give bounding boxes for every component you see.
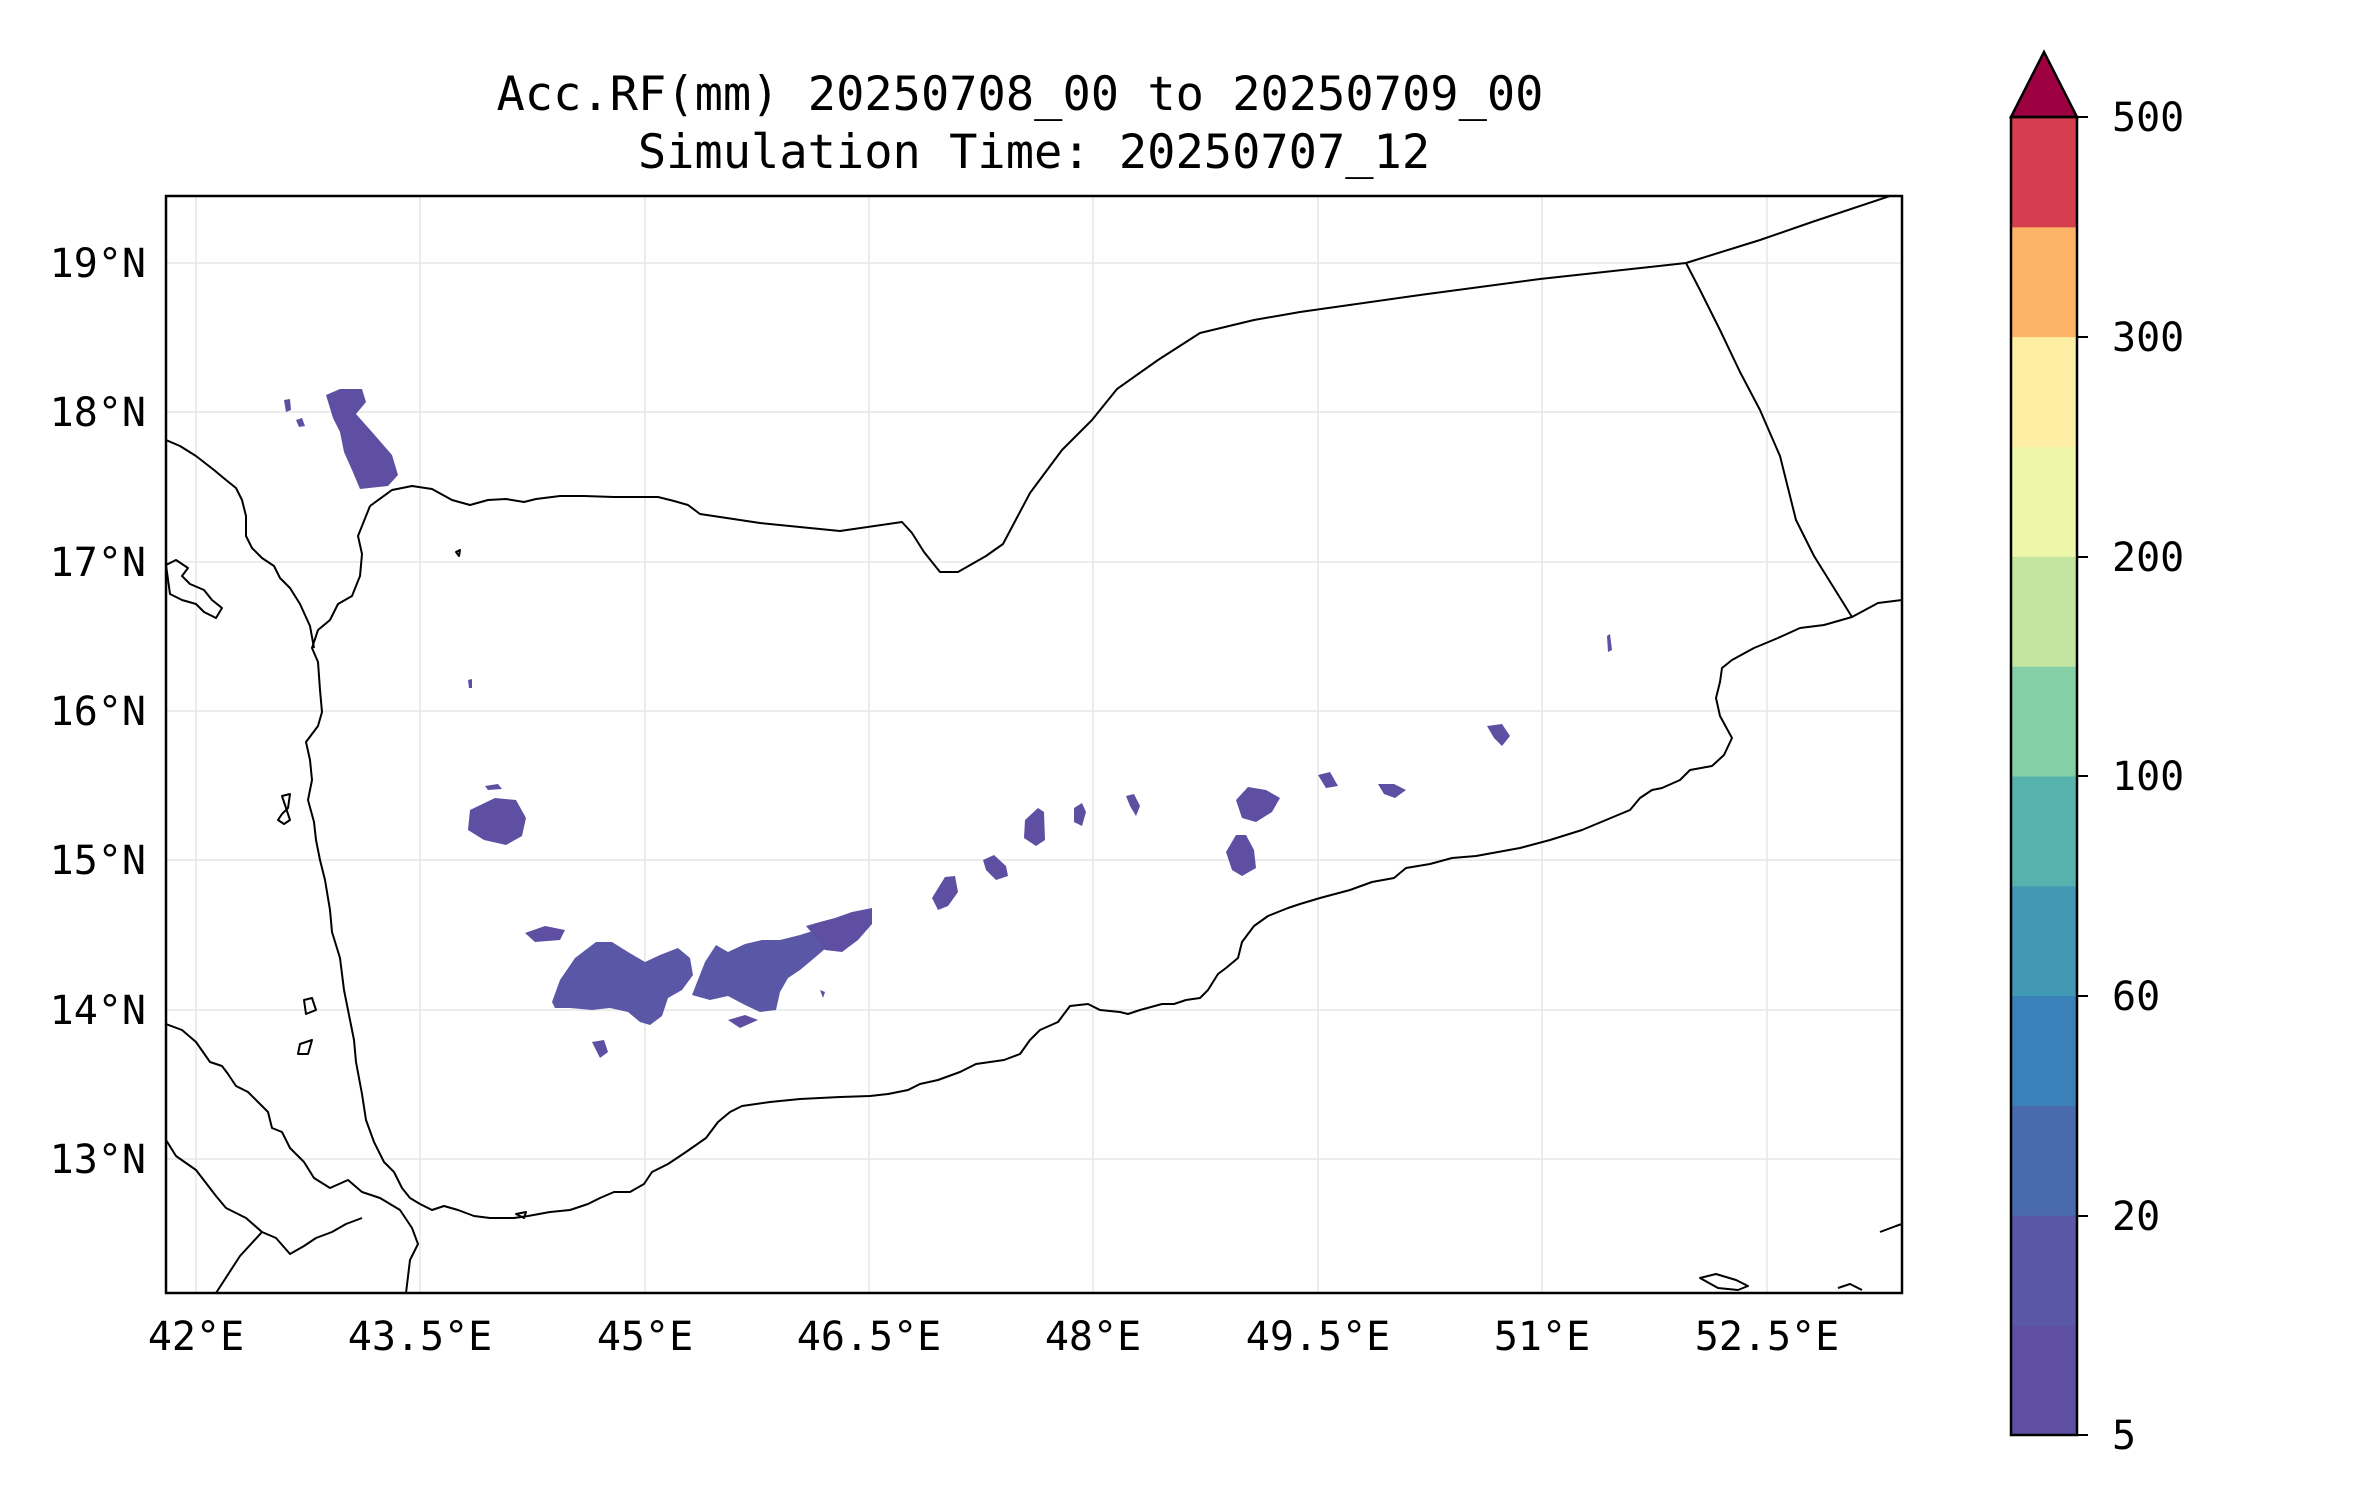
rain-cell-marib-2	[1074, 803, 1086, 826]
colorbar-tick-label: 200	[2112, 535, 2184, 581]
red-sea-island-3	[277, 793, 291, 825]
african-coastline	[166, 1023, 419, 1293]
y-tick-label: 14°N	[50, 988, 146, 1034]
colorbar-band	[2011, 226, 2077, 338]
rain-cell-saada-small2	[296, 418, 305, 427]
coastal-islet-2	[515, 1211, 527, 1219]
rain-cell-hadramawt-3	[1318, 772, 1338, 788]
rain-cell-taiz-south	[592, 1040, 608, 1058]
colorbar: 500 300 200 100 60 20 5	[2008, 49, 2184, 1459]
colorbar-band	[2011, 1105, 2077, 1216]
x-tick-label: 45°E	[597, 1314, 693, 1360]
y-tick-label: 17°N	[50, 540, 146, 586]
yemen-oman-border	[1685, 262, 1853, 618]
colorbar-ticks	[2077, 116, 2088, 1436]
colorbar-band	[2011, 666, 2077, 777]
rain-cell-hadramawt-2	[1226, 835, 1256, 876]
y-tick-label: 19°N	[50, 241, 146, 287]
colorbar-tick-label: 20	[2112, 1194, 2160, 1240]
rain-cell-hadramawt-1	[1236, 787, 1280, 822]
map-background	[166, 196, 1902, 1293]
figure-title-line1: Acc.RF(mm) 20250708_00 to 20250709_00	[497, 67, 1544, 122]
colorbar-band	[2011, 556, 2077, 667]
colorbar-bands	[2011, 117, 2077, 1436]
map-panel	[164, 194, 1904, 1295]
colorbar-band	[2011, 446, 2077, 557]
coastlines-borders	[166, 196, 1902, 1293]
rain-cell-albayda-south	[728, 1015, 758, 1028]
x-tick-label: 51°E	[1494, 1314, 1590, 1360]
y-tick-label: 13°N	[50, 1137, 146, 1183]
x-tick-label: 48°E	[1045, 1314, 1141, 1360]
rain-cell-saada	[326, 389, 398, 489]
rain-cell-ibb-strip	[525, 926, 565, 942]
colorbar-tick-label: 5	[2112, 1413, 2136, 1459]
y-axis: 19°N 18°N 17°N 16°N 15°N 14°N 13°N	[50, 241, 146, 1183]
colorbar-band	[2011, 117, 2077, 228]
rain-cell-jawf-top	[485, 784, 502, 790]
rainfall-layer	[284, 389, 1612, 1058]
map-gridlines	[166, 196, 1902, 1293]
rain-cell-hadramawt-5	[1487, 724, 1510, 746]
colorbar-band	[2011, 1215, 2077, 1326]
rain-cell-albayda	[692, 928, 836, 1012]
colorbar-band	[2011, 336, 2077, 447]
rain-cell-saada-small1	[284, 399, 291, 412]
rain-cell-shabwa-1	[806, 908, 872, 952]
figure-title-line2: Simulation Time: 20250707_12	[638, 125, 1430, 180]
colorbar-tick-label: 300	[2112, 315, 2184, 361]
rain-cell-dot-2	[820, 990, 825, 998]
rain-cell-hadramawt-4	[1378, 784, 1406, 798]
rain-cell-ibb-taiz	[552, 942, 693, 1025]
abd-al-kuri-island	[1699, 1273, 1749, 1291]
yemen-saudi-border	[369, 196, 1894, 573]
colorbar-band	[2011, 885, 2077, 997]
map-frame	[164, 194, 1904, 1295]
colorbar-extend-arrow	[2008, 49, 2080, 119]
x-axis: 42°E 43.5°E 45°E 46.5°E 48°E 49.5°E 51°E…	[148, 1314, 1839, 1360]
rain-cell-dot-1	[468, 679, 472, 688]
colorbar-band	[2011, 1325, 2077, 1436]
x-tick-label: 42°E	[148, 1314, 244, 1360]
colorbar-tick-label: 500	[2112, 95, 2184, 141]
colorbar-band	[2011, 995, 2077, 1106]
red-sea-island-1	[303, 997, 317, 1015]
rain-cell-jawf	[468, 798, 526, 845]
red-sea-island-2	[297, 1039, 313, 1055]
saudi-red-sea-coast	[166, 439, 315, 649]
x-tick-label: 52.5°E	[1695, 1314, 1840, 1360]
djibouti-ethiopia-border	[215, 1231, 263, 1293]
rain-cell-shabwa-2	[932, 876, 958, 910]
y-tick-label: 15°N	[50, 838, 146, 884]
x-tick-label: 43.5°E	[348, 1314, 493, 1360]
colorbar-tick-label: 100	[2112, 754, 2184, 800]
x-tick-label: 46.5°E	[797, 1314, 942, 1360]
rain-cell-marib-1	[1024, 808, 1045, 846]
rain-cell-marib-3	[1126, 794, 1140, 816]
x-tick-label: 49.5°E	[1246, 1314, 1391, 1360]
rain-cell-shabwa-3	[983, 855, 1008, 880]
socotra-island-edge	[1837, 1223, 1902, 1291]
eritrea-djibouti-border	[166, 1139, 363, 1255]
kamaran-islet	[455, 549, 461, 557]
yemen-coastline	[305, 505, 1902, 1219]
y-tick-label: 16°N	[50, 689, 146, 735]
y-tick-label: 18°N	[50, 390, 146, 436]
colorbar-tick-label: 60	[2112, 974, 2160, 1020]
farasan-islands	[166, 559, 223, 619]
rain-cell-mahra-dot	[1607, 634, 1612, 652]
colorbar-band	[2011, 776, 2077, 887]
